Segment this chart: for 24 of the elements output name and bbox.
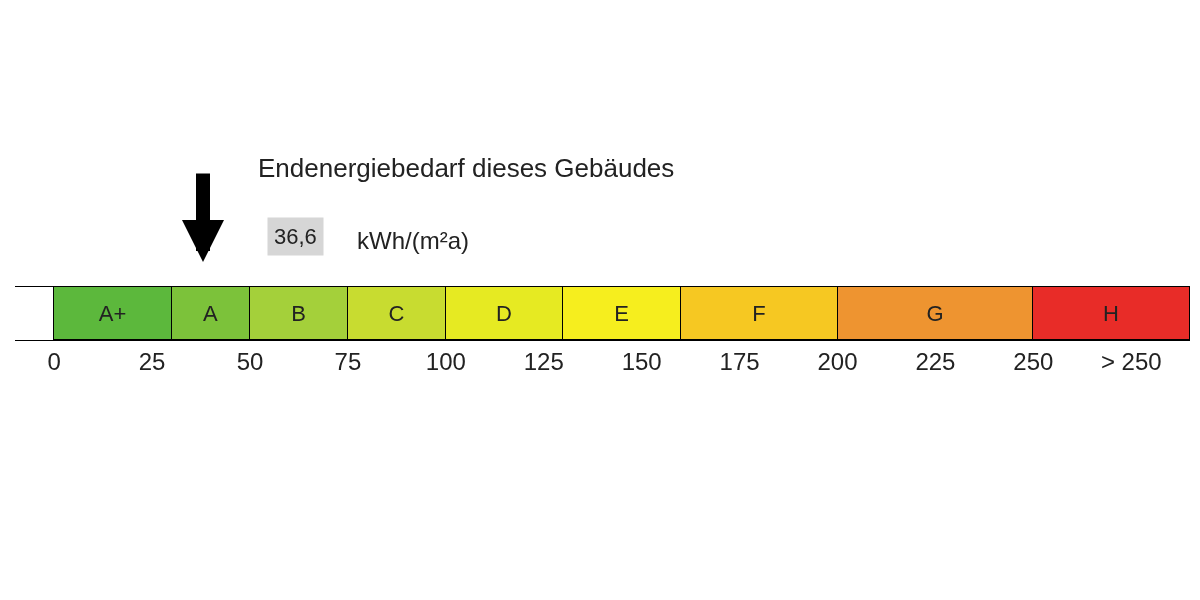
- series-label: B: [291, 300, 306, 326]
- x-tick-label: 225: [915, 347, 956, 375]
- chart-title: Endenergiebedarf dieses Gebäudes: [258, 153, 675, 184]
- series-label: E: [614, 300, 629, 326]
- series-label: F: [752, 300, 766, 326]
- x-tick-label: 50: [236, 347, 264, 375]
- x-tick-label: 25: [138, 347, 166, 375]
- x-tick-label: 175: [719, 347, 760, 375]
- text: kWh/(m²a): [357, 227, 469, 254]
- x-tick-label: 0: [47, 347, 61, 375]
- series-label: A+: [98, 300, 127, 326]
- x-tick-label: 150: [621, 347, 662, 375]
- series-label: D: [496, 300, 512, 326]
- series-label: G: [926, 300, 944, 326]
- x-tick-label: 200: [817, 347, 858, 375]
- series-label: A: [203, 300, 218, 326]
- series-label: C: [388, 300, 405, 326]
- x-tick-label: 125: [523, 347, 564, 375]
- x-tick-label: 100: [425, 347, 466, 375]
- x-tick-label: 75: [334, 347, 362, 375]
- text: 36,6: [274, 224, 317, 249]
- x-tick-label: 250: [1013, 347, 1054, 375]
- x-tick-label: > 250: [1100, 347, 1162, 375]
- series-label: H: [1103, 300, 1119, 326]
